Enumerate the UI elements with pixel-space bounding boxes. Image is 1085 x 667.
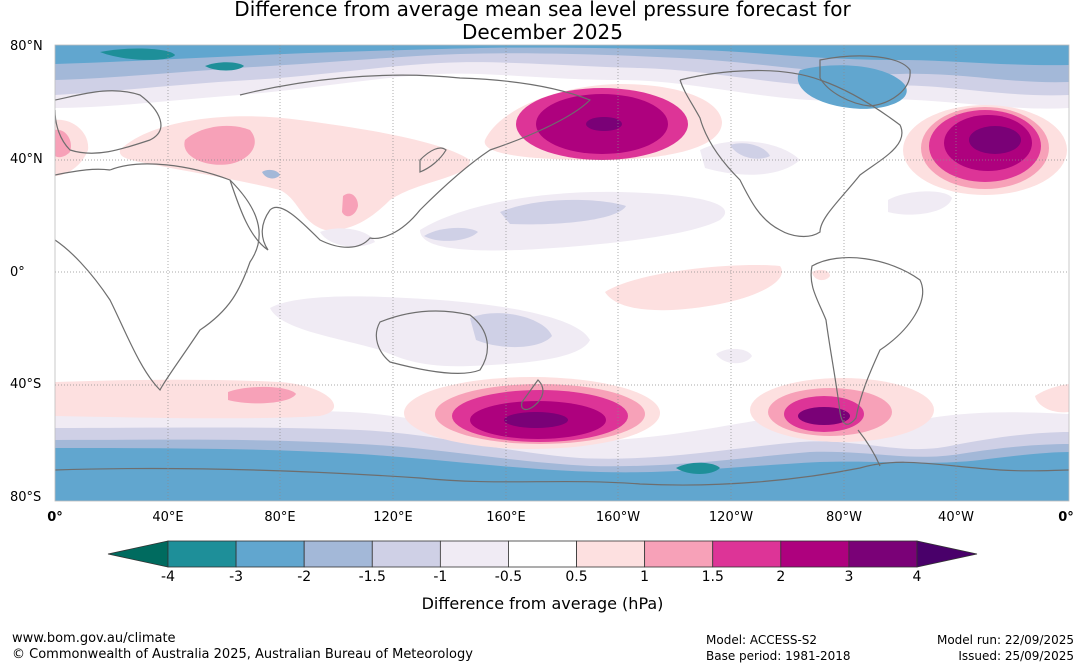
new-zealand-coastline <box>521 379 544 411</box>
colorbar-tick-label: 3 <box>844 569 854 585</box>
lon-label-0-left: 0° <box>47 510 63 525</box>
np-high-l4 <box>586 117 622 131</box>
south-indian-high <box>228 386 296 404</box>
antarctica-coastline <box>55 461 1069 486</box>
colorbar-cell <box>712 540 782 568</box>
lon-label-40w: 40°W <box>938 510 974 525</box>
west-pacific-low-2 <box>424 227 478 241</box>
colorbar-cell <box>780 540 850 568</box>
lon-label-0-right: 0° <box>1058 510 1074 525</box>
colorbar-cell <box>508 540 577 568</box>
tibet-low <box>262 169 280 179</box>
footer-copyright: © Commonwealth of Australia 2025, Austra… <box>12 647 473 662</box>
colorbar-cell <box>167 540 237 568</box>
lon-label-80w: 80°W <box>826 510 862 525</box>
footer-base-period: Base period: 1981-2018 <box>706 649 851 663</box>
footer-issued: Issued: 25/09/2025 <box>958 649 1074 663</box>
colorbar <box>107 540 978 568</box>
colorbar-tick-label: -1 <box>433 569 448 585</box>
arctic-band-core <box>55 45 1069 66</box>
anomaly-field <box>55 45 1069 501</box>
greenland-coastline <box>819 55 911 107</box>
colorbar-cell <box>644 540 714 568</box>
lat-label-0: 0° <box>10 265 25 280</box>
aus-low <box>470 313 552 348</box>
europe-coastline <box>55 90 162 154</box>
sp-high-l4 <box>798 407 850 425</box>
colorbar-cell <box>303 540 373 568</box>
colorbar-tick-label: 2 <box>776 569 786 585</box>
greenland-low <box>797 65 907 109</box>
nz-high-l5 <box>504 412 568 428</box>
na-neg-2 <box>730 143 770 159</box>
asia-coastline <box>229 74 592 251</box>
central-asia-high <box>184 125 255 165</box>
title-line-1: Difference from average mean sea level p… <box>234 0 851 21</box>
colorbar-tick-label: -2 <box>297 569 312 585</box>
colorbar-tick-label: 4 <box>912 569 922 585</box>
colorbar-tick-label: -1.5 <box>358 569 386 585</box>
lon-label-40e: 40°E <box>152 510 184 525</box>
lat-label-80s: 80°S <box>10 490 42 505</box>
arctic-teal-2 <box>205 62 244 71</box>
japan-coastline <box>419 147 447 173</box>
antarctic-teal <box>676 462 720 474</box>
footer-model: Model: ACCESS-S2 <box>706 633 818 647</box>
lat-label-40s: 40°S <box>10 377 42 392</box>
coastlines <box>55 55 1069 486</box>
footer-model-run: Model run: 22/09/2025 <box>936 633 1074 647</box>
colorbar-cell <box>235 540 305 568</box>
south-america-coastline <box>810 256 924 425</box>
colorbar-cell <box>371 540 441 568</box>
na-neg-1 <box>700 141 800 175</box>
atl-low <box>888 191 952 215</box>
europe-high <box>55 129 71 158</box>
china-high <box>342 193 358 217</box>
lon-label-160w: 160°W <box>595 510 641 525</box>
map-title: Difference from average mean sea level p… <box>0 0 1085 44</box>
colorbar-min-extension <box>107 540 169 568</box>
lon-label-80e: 80°E <box>264 510 296 525</box>
east-pacific-low <box>716 348 752 364</box>
lat-label-40n: 40°N <box>10 152 43 167</box>
colorbar-tick-label: 1.5 <box>701 569 724 585</box>
lon-label-160e: 160°E <box>486 510 526 525</box>
central-pacific-high <box>605 265 782 311</box>
west-pacific-low <box>500 199 626 225</box>
colorbar-cell <box>576 540 646 568</box>
colorbar-tick-label: 0.5 <box>565 569 588 585</box>
lon-label-120e: 120°E <box>373 510 413 525</box>
colorbar-tick-label: -3 <box>229 569 244 585</box>
lon-label-120w: 120°W <box>708 510 754 525</box>
africa-coastline <box>55 163 260 392</box>
sa-pos-small <box>812 269 830 281</box>
south-positive-band <box>55 379 335 419</box>
colorbar-title: Difference from average (hPa) <box>421 594 664 613</box>
title-line-2: December 2025 <box>462 20 623 44</box>
indian-ocean-negative <box>270 296 590 367</box>
antarctic-band-core <box>55 448 1069 501</box>
australia-coastline <box>375 310 488 374</box>
map-frame <box>54 44 1070 502</box>
na-high-l5 <box>969 126 1021 154</box>
colorbar-tick-label: 1 <box>640 569 650 585</box>
footer-url[interactable]: www.bom.gov.au/climate <box>12 631 176 646</box>
lat-label-80n: 80°N <box>10 39 43 54</box>
colorbar-cell <box>439 540 509 568</box>
arctic-teal-1 <box>100 48 175 60</box>
colorbar-max-extension <box>916 540 978 568</box>
north-america-coastline <box>679 69 903 238</box>
gridlines <box>55 45 1069 501</box>
colorbar-tick-label: -0.5 <box>494 569 523 585</box>
colorbar-tick-label: -4 <box>161 569 175 585</box>
south-east-positive <box>1035 384 1069 413</box>
se-asia-negative <box>320 228 375 247</box>
antarctic-peninsula-coastline <box>857 429 881 467</box>
colorbar-cell <box>848 540 918 568</box>
